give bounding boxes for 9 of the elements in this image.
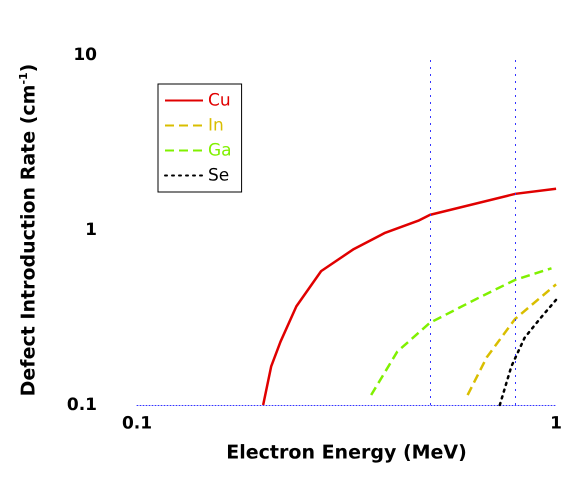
legend-label: Se [208, 166, 230, 186]
y-tick-label: 0.1 [66, 395, 97, 415]
y-axis-title: Defect Introduction Rate (cm-1) [17, 64, 40, 396]
legend-label: Cu [208, 90, 231, 110]
legend-label: Ga [208, 140, 232, 160]
y-tick-label: 10 [73, 45, 98, 65]
legend-label: In [208, 116, 224, 136]
x-axis-title: Electron Energy (MeV) [226, 442, 467, 464]
y-tick-label: 1 [85, 220, 97, 240]
